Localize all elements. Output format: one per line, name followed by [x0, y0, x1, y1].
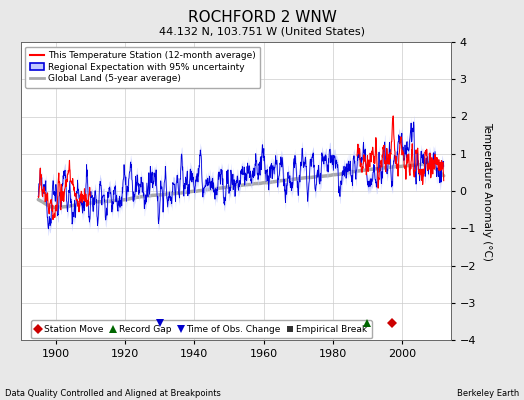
Y-axis label: Temperature Anomaly (°C): Temperature Anomaly (°C) [482, 122, 492, 260]
Text: 44.132 N, 103.751 W (United States): 44.132 N, 103.751 W (United States) [159, 26, 365, 36]
Text: ROCHFORD 2 WNW: ROCHFORD 2 WNW [188, 10, 336, 25]
Legend: Station Move, Record Gap, Time of Obs. Change, Empirical Break: Station Move, Record Gap, Time of Obs. C… [31, 320, 372, 338]
Text: Berkeley Earth: Berkeley Earth [456, 389, 519, 398]
Text: Data Quality Controlled and Aligned at Breakpoints: Data Quality Controlled and Aligned at B… [5, 389, 221, 398]
